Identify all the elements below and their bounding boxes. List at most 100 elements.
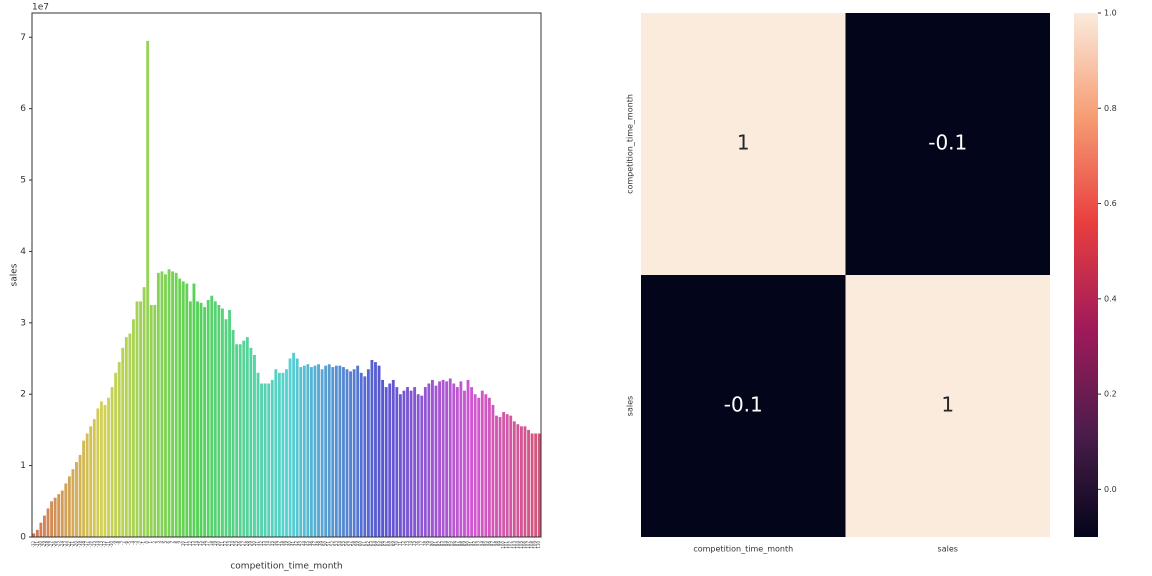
x-tick-label: 53 (333, 541, 338, 547)
bar (188, 301, 192, 537)
bar (495, 415, 498, 537)
bar (139, 301, 142, 537)
colorbar-tick-label: 0.2 (1104, 390, 1117, 399)
x-tick-label: 88 (458, 541, 463, 547)
bar (359, 372, 363, 537)
bar (253, 354, 256, 537)
bar (260, 383, 264, 537)
bar (470, 387, 474, 537)
x-tick-label: 54 (337, 541, 342, 547)
y-tick-label: sales (626, 396, 635, 416)
x-tick-label: 24 (230, 541, 235, 547)
x-axis-label: competition_time_month (230, 562, 342, 572)
bar (441, 379, 445, 537)
bar (309, 367, 313, 537)
x-tick-label: -1 (141, 541, 146, 545)
x-tick-label: 92 (472, 541, 477, 547)
x-tick-label: 69 (390, 541, 395, 547)
x-tick-label: 105 (518, 541, 523, 549)
x-tick-label: 52 (330, 541, 335, 547)
bar (35, 529, 39, 537)
bar (352, 369, 356, 537)
bar (530, 433, 534, 537)
x-tick-label: 30 (251, 541, 256, 547)
x-tick-label: 42 (294, 541, 299, 547)
bar (285, 369, 288, 537)
heatmap-cell (641, 275, 846, 537)
x-tick-label: 20 (216, 541, 221, 547)
bar (505, 414, 509, 537)
x-tick-label: -18 (81, 541, 86, 548)
bar (516, 424, 520, 537)
x-tick-label: 75 (412, 541, 417, 547)
x-tick-label: 63 (369, 541, 374, 547)
x-tick-label: 48 (316, 541, 321, 547)
bar (295, 358, 299, 537)
x-tick-label: -8 (116, 541, 121, 545)
bar (431, 379, 434, 537)
bar (213, 301, 217, 537)
bar (302, 365, 306, 537)
x-tick-label: 104 (515, 541, 520, 549)
x-tick-label: 8 (173, 541, 178, 544)
x-tick-label: 38 (280, 541, 285, 547)
bar (374, 362, 377, 537)
bar (331, 367, 335, 537)
bar (413, 387, 417, 537)
x-tick-label: -26 (52, 541, 57, 548)
x-tick-label: 27 (241, 541, 246, 547)
bar (242, 340, 246, 537)
x-tick-label: sales (938, 545, 958, 554)
bar (445, 381, 449, 537)
x-tick-label: 68 (387, 541, 392, 547)
bar (114, 372, 118, 537)
x-tick-label: 59 (355, 541, 360, 547)
bar (99, 401, 103, 537)
bar (334, 365, 338, 537)
y-tick-label: 7 (20, 33, 26, 43)
bar (78, 454, 82, 537)
bar (484, 394, 488, 537)
bar (64, 483, 68, 537)
x-tick-label: 108 (529, 541, 534, 549)
colorbar-tick-label: 0.6 (1104, 199, 1117, 208)
y-tick-label: 4 (20, 247, 26, 257)
x-tick-label: 32 (259, 541, 264, 547)
x-tick-label: 47 (312, 541, 317, 547)
x-tick-label: 65 (376, 541, 381, 547)
x-tick-label: -16 (88, 541, 93, 548)
x-tick-label: -9 (113, 541, 118, 545)
bar (402, 390, 406, 537)
x-tick-label: 4 (159, 541, 164, 544)
bar (221, 308, 224, 537)
bar (231, 329, 235, 537)
x-tick-label: 83 (440, 541, 445, 547)
x-tick-label: -4 (130, 541, 135, 545)
bar (491, 404, 495, 537)
x-tick-label: -30 (38, 541, 43, 548)
x-tick-label: 109 (533, 541, 538, 549)
x-tick-label: 84 (444, 541, 449, 547)
x-tick-label: 28 (244, 541, 249, 547)
y-tick-label: 1 (20, 461, 26, 471)
bar (146, 40, 150, 538)
bar (53, 497, 57, 537)
x-tick-label: 57 (348, 541, 353, 547)
colorbar-tick-label: 0.8 (1104, 104, 1117, 113)
bar (349, 371, 352, 537)
y-axis-label: sales (10, 263, 20, 286)
bar (135, 301, 139, 537)
x-tick-label: 91 (469, 541, 474, 547)
x-tick-label: -20 (73, 541, 78, 548)
x-tick-label: 50 (323, 541, 328, 547)
bar (121, 347, 125, 537)
bar (477, 397, 481, 537)
x-tick-label: 37 (276, 541, 281, 547)
x-tick-label: 31 (255, 541, 260, 547)
bar (463, 390, 466, 537)
x-tick-label: 94 (479, 541, 484, 547)
bar (406, 387, 409, 537)
x-tick-label: -11 (106, 541, 111, 548)
x-tick-label: 44 (301, 541, 306, 547)
bar (46, 508, 50, 537)
